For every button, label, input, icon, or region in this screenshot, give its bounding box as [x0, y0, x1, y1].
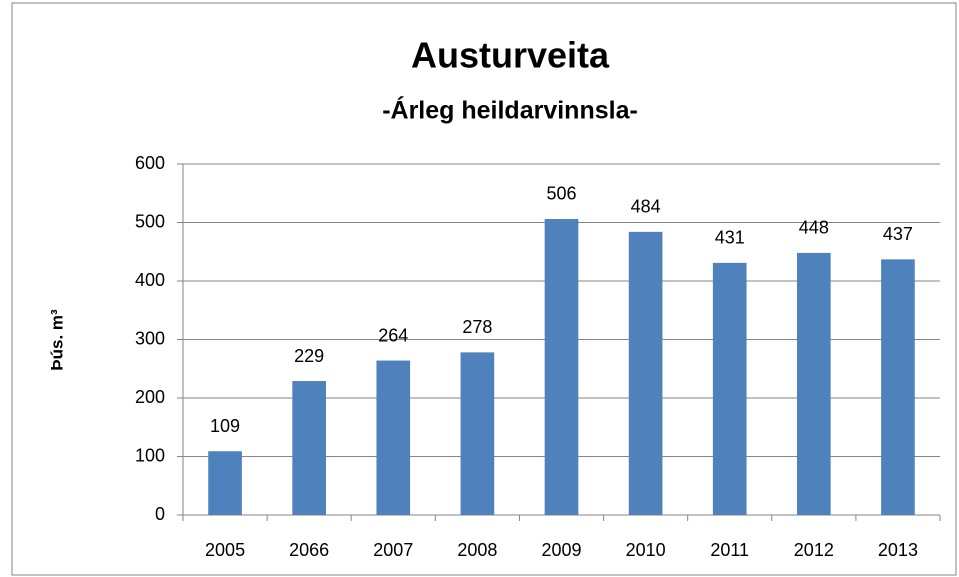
data-label: 264: [378, 325, 408, 345]
bar: [544, 218, 579, 516]
y-tick-label: 300: [135, 328, 165, 348]
bar: [460, 352, 495, 515]
bar: [712, 262, 747, 515]
y-tick-label: 0: [155, 504, 165, 524]
data-label: 229: [294, 346, 324, 366]
data-label: 278: [462, 317, 492, 337]
x-tick-label: 2013: [878, 540, 918, 560]
x-tick-label: 2007: [373, 540, 413, 560]
y-tick-label: 500: [135, 211, 165, 231]
chart-title: Austurveita: [411, 35, 610, 76]
x-tick-label: 2005: [205, 540, 245, 560]
y-tick-label: 200: [135, 387, 165, 407]
y-tick-label: 100: [135, 445, 165, 465]
x-tick-label: 2009: [541, 540, 581, 560]
x-tick-label: 2012: [794, 540, 834, 560]
bar: [628, 231, 663, 516]
data-label: 506: [546, 184, 576, 204]
data-label: 431: [715, 228, 745, 248]
x-tick-label: 2011: [710, 540, 749, 560]
y-tick-label: 400: [135, 270, 165, 290]
data-label: 437: [883, 224, 913, 244]
chart-subtitle: -Árleg heildarvinnsla-: [382, 96, 638, 125]
y-tick-label: 600: [135, 153, 165, 173]
y-axis-label: Þús. m³: [47, 309, 66, 371]
bar: [208, 451, 242, 515]
data-label: 484: [631, 197, 661, 217]
x-tick-label: 2010: [626, 540, 666, 560]
bar: [376, 360, 411, 515]
bar: [881, 259, 915, 515]
bar: [292, 381, 326, 515]
data-label: 448: [799, 218, 829, 238]
x-tick-label: 2008: [457, 540, 497, 560]
x-tick-label: 2066: [289, 540, 329, 560]
bar: [797, 252, 831, 516]
data-label: 109: [210, 416, 240, 436]
